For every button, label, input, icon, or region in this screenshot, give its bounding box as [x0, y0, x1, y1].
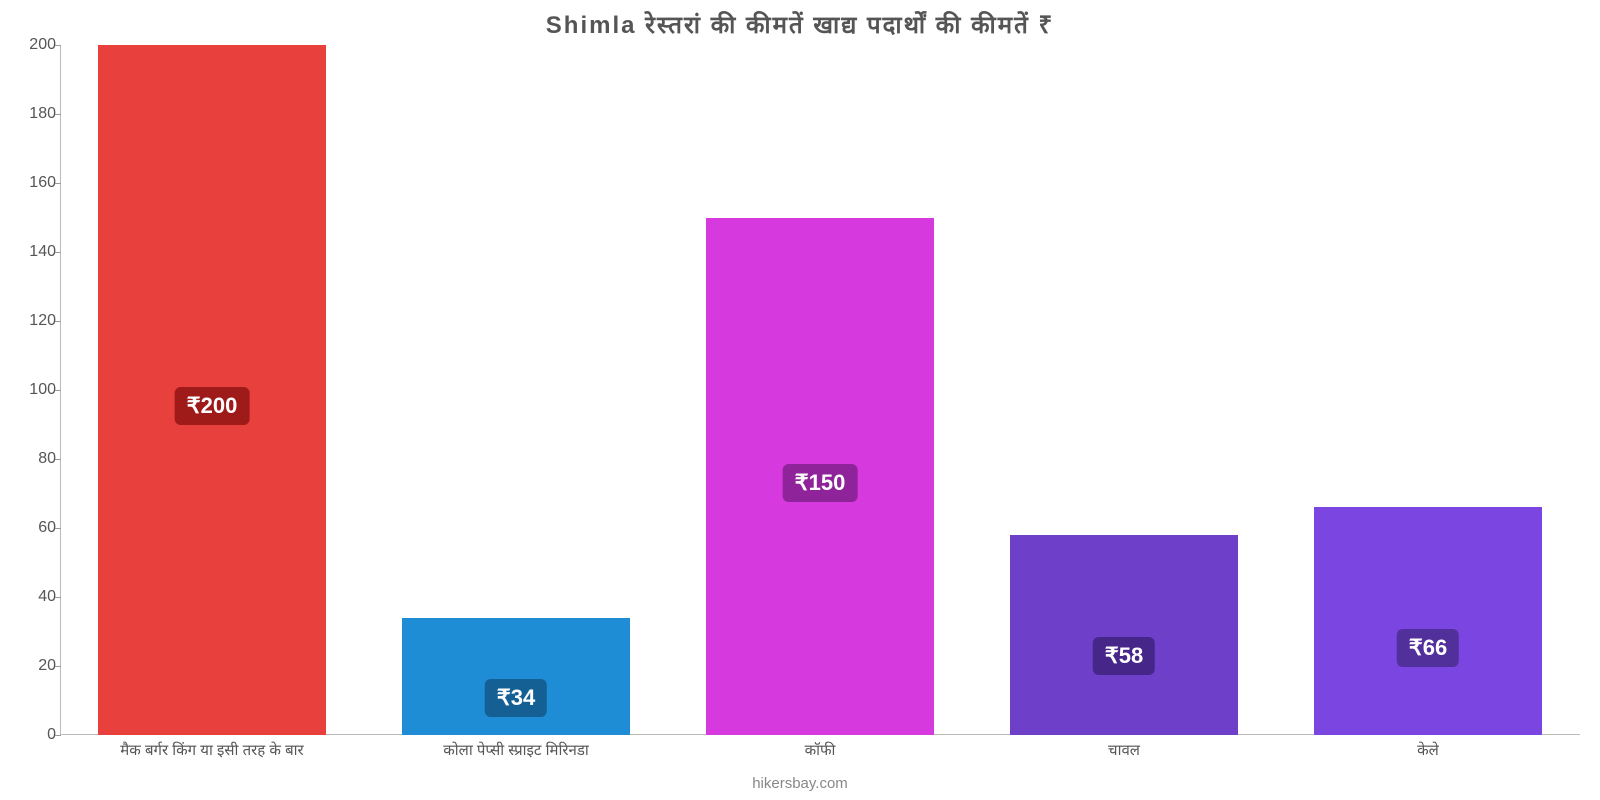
bar-value-label: ₹58: [1093, 637, 1155, 675]
bar-value-label: ₹150: [783, 464, 858, 502]
y-tick-label: 20: [11, 657, 56, 675]
chart-area: 020406080100120140160180200 ₹200₹34₹150₹…: [60, 45, 1580, 735]
bar: [1314, 507, 1542, 735]
bar-value-label: ₹200: [175, 387, 250, 425]
bars-container: ₹200 ₹34 ₹150 ₹58 ₹66: [60, 45, 1580, 735]
attribution-text: hikersbay.com: [0, 775, 1600, 792]
bar: [1010, 535, 1238, 735]
y-tick-mark: [55, 735, 61, 736]
y-tick-label: 140: [11, 243, 56, 261]
y-tick-label: 100: [11, 381, 56, 399]
x-axis-category-label: कोला पेप्सी स्प्राइट मिरिनडा: [443, 740, 589, 760]
x-axis-category-label: चावल: [1108, 740, 1140, 760]
y-tick-label: 120: [11, 312, 56, 330]
x-axis-category-label: कॉफी: [805, 740, 836, 760]
y-tick-label: 180: [11, 105, 56, 123]
y-tick-label: 60: [11, 519, 56, 537]
chart-title: Shimla रेस्तरां की कीमतें खाद्य पदार्थों…: [0, 0, 1600, 41]
y-tick-label: 40: [11, 588, 56, 606]
y-tick-label: 0: [11, 726, 56, 744]
bar-value-label: ₹66: [1397, 629, 1459, 667]
y-tick-label: 160: [11, 174, 56, 192]
bar-value-label: ₹34: [485, 679, 547, 717]
x-axis-category-label: केले: [1417, 740, 1439, 760]
y-tick-label: 80: [11, 450, 56, 468]
x-axis-category-label: मैक बर्गर किंग या इसी तरह के बार: [120, 740, 303, 760]
y-tick-label: 200: [11, 36, 56, 54]
